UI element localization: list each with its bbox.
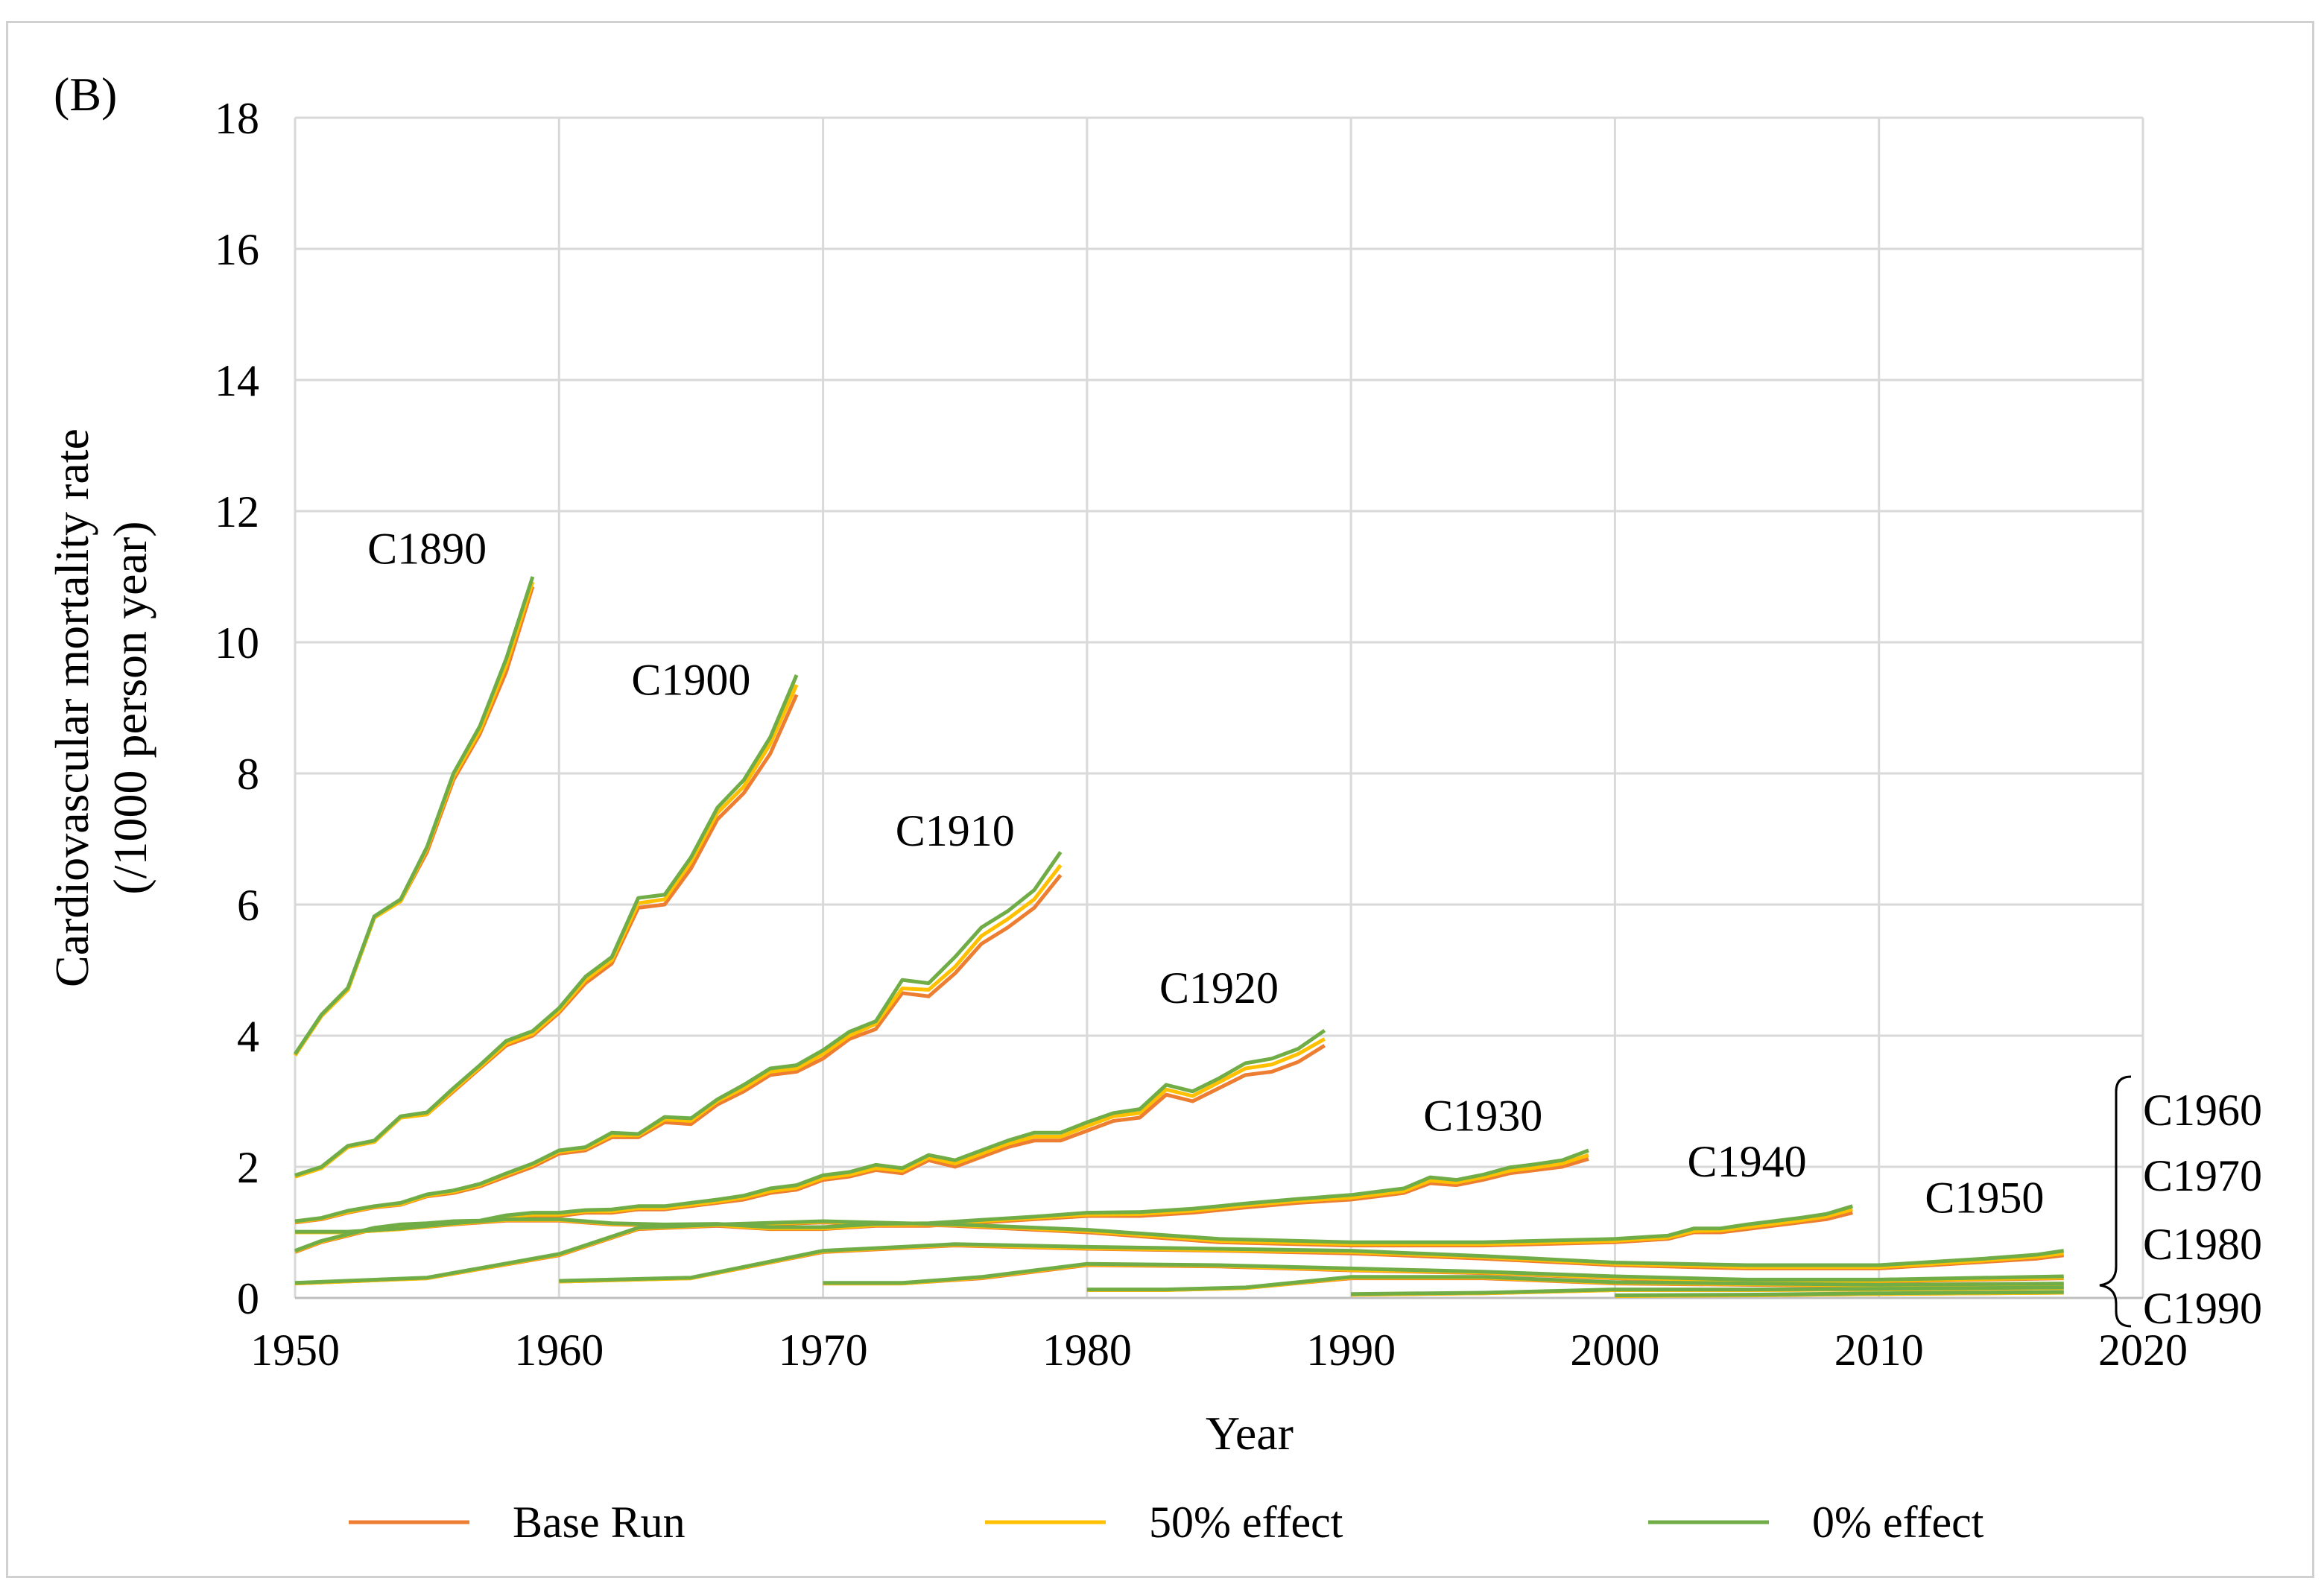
cohort-label-c1930: C1930 (1423, 1092, 1542, 1141)
legend: Base Run 50% effect 0% effect (349, 1498, 1984, 1547)
y-tick-label: 8 (237, 750, 259, 799)
grid (294, 116, 2144, 1299)
x-tick-label: 1990 (1306, 1326, 1396, 1375)
x-tick-label: 1980 (1042, 1326, 1132, 1375)
cohort-label-c1890: C1890 (367, 524, 487, 573)
series-line-c1980-0-effect (1351, 1285, 2064, 1296)
series-line-c1930-0-effect (295, 1148, 1589, 1234)
cohort-label-c1950: C1950 (1925, 1174, 2044, 1223)
y-axis-title-line1: Cardiovascular mortality rate (45, 428, 98, 987)
series-line-c1910-0-effect (294, 851, 1063, 1223)
series-line-c1890-base-run (293, 586, 535, 1057)
y-tick-label: 2 (237, 1143, 259, 1192)
cohort-bracket (2099, 1075, 2132, 1328)
series-line-c1910-base-run (294, 873, 1063, 1225)
series-line-c1960-0-effect (823, 1261, 2064, 1285)
cohort-label-c1910: C1910 (896, 806, 1015, 855)
cohort-label-c1940: C1940 (1688, 1137, 1807, 1186)
x-tick-label: 2000 (1570, 1326, 1659, 1375)
bracket-label-c1960: C1960 (2143, 1086, 2262, 1135)
series-lines (293, 576, 2065, 1298)
series-line-c1970-0-effect (1086, 1275, 2064, 1292)
cohort-labels: C1890 C1900 C1910 C1920 C1930 C1940 C1950 (367, 524, 2044, 1222)
bracket-label-c1970: C1970 (2143, 1151, 2262, 1200)
y-tick-label: 4 (237, 1012, 259, 1061)
panel-label: (B) (54, 68, 117, 121)
x-tick-label: 2020 (2098, 1326, 2188, 1375)
y-tick-label: 10 (215, 618, 259, 668)
series-line-c1950-0-effect (559, 1242, 2065, 1283)
series-line-c1900-0-effect (294, 674, 799, 1177)
series-line-c1990-0-effect (1615, 1290, 2064, 1297)
legend-label-50-effect: 50% effect (1149, 1498, 1343, 1547)
series-line-c1890-50-effect (293, 581, 535, 1057)
x-tick-label: 1960 (514, 1326, 604, 1375)
y-tick-label: 14 (215, 356, 259, 405)
y-axis-title-line2: (/1000 person year) (104, 521, 156, 894)
bracket-label-c1980: C1980 (2143, 1220, 2262, 1269)
series-line-c1920-50-effect (294, 1037, 1326, 1253)
series-line-c1910-50-effect (294, 864, 1063, 1224)
legend-label-base-run: Base Run (513, 1498, 686, 1547)
axes: 0 2 4 6 8 10 12 14 16 18 1950 1960 1970 1980 1990 2000 2… (215, 94, 2188, 1375)
series-line-c1940-0-effect (294, 1204, 1854, 1285)
y-tick-label: 6 (237, 881, 259, 930)
bracket-label-c1990: C1990 (2143, 1284, 2262, 1333)
x-tick-label: 1970 (779, 1326, 868, 1375)
y-tick-label: 12 (215, 487, 259, 536)
y-tick-label: 18 (215, 94, 259, 143)
legend-label-0-effect: 0% effect (1812, 1498, 1984, 1547)
x-axis-title: Year (1206, 1407, 1294, 1460)
y-tick-label: 16 (215, 225, 259, 274)
series-line-c1890-0-effect (293, 576, 535, 1055)
x-tick-label: 1950 (250, 1326, 340, 1375)
cohort-label-c1900: C1900 (631, 655, 750, 704)
y-tick-label: 0 (237, 1274, 259, 1323)
figure-frame (6, 21, 2314, 1578)
x-tick-label: 2010 (1834, 1326, 1924, 1375)
cohort-label-c1920: C1920 (1159, 963, 1279, 1013)
